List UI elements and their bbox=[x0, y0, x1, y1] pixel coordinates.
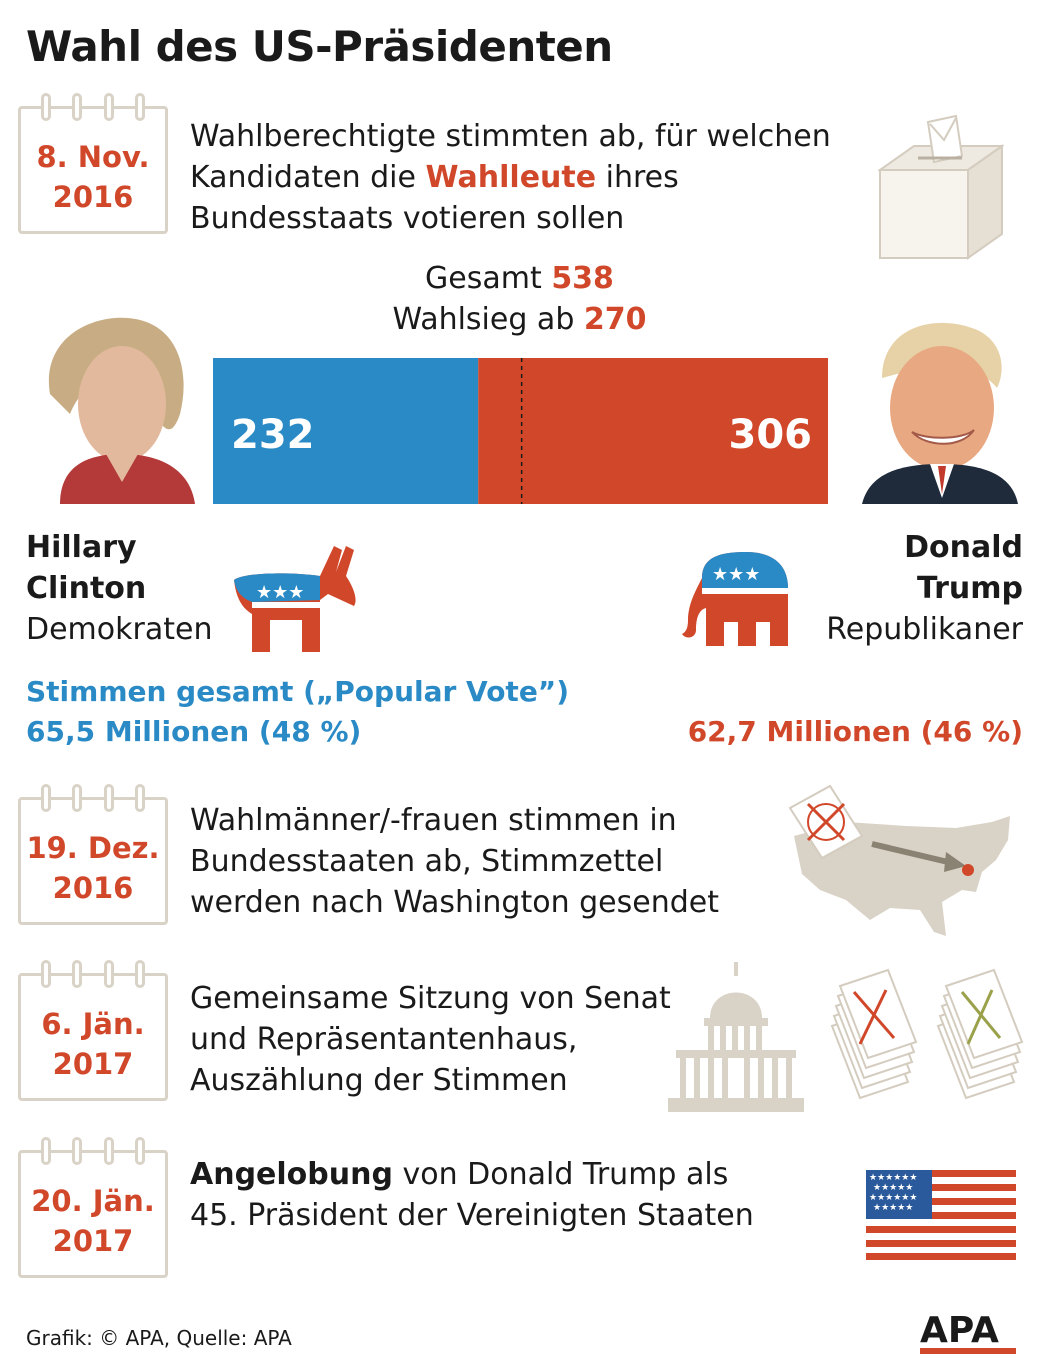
date-line2: 2016 bbox=[52, 180, 134, 214]
svg-text:★★★: ★★★ bbox=[712, 564, 760, 585]
date-line1: 8. Nov. bbox=[36, 140, 150, 174]
us-flag-icon: ★★★★★★★★★★★ ★★★★★★★★★★★ bbox=[866, 1170, 1016, 1260]
bar-trump bbox=[478, 358, 828, 504]
clinton-portrait bbox=[20, 304, 210, 504]
calendar-step4: 20. Jän. 2017 bbox=[18, 1137, 168, 1278]
highlight-angelobung: Angelobung bbox=[190, 1157, 393, 1192]
republican-elephant-icon: ★★★ bbox=[682, 552, 788, 646]
popular-vote-trump: 62,7 Millionen (46 %) bbox=[687, 715, 1023, 748]
step3-text: Gemeinsame Sitzung von Senat und Repräse… bbox=[190, 981, 671, 1098]
totals: Gesamt 538 Wahlsieg ab 270 bbox=[392, 261, 647, 337]
calendar-step1: 8. Nov. 2016 bbox=[18, 93, 168, 234]
calendar-step3: 6. Jän. 2017 bbox=[18, 960, 168, 1101]
popular-vote-clinton: Stimmen gesamt („Popular Vote”) 65,5 Mil… bbox=[26, 675, 570, 748]
clinton-info: Hillary Clinton Demokraten bbox=[26, 530, 213, 647]
capitol-ballots-icon bbox=[668, 962, 1024, 1112]
step2-text: Wahlmänner/-frauen stimmen in Bundesstaa… bbox=[190, 803, 719, 920]
bar-clinton bbox=[213, 358, 479, 504]
svg-text:APA: APA bbox=[920, 1310, 999, 1351]
electoral-vote-bar: 232 306 bbox=[213, 358, 828, 504]
trump-info: Donald Trump Republikaner bbox=[826, 530, 1023, 647]
svg-text:★★★: ★★★ bbox=[256, 582, 304, 603]
apa-logo: APA bbox=[920, 1310, 1016, 1354]
page-title: Wahl des US-Präsidenten bbox=[26, 22, 613, 71]
bar-label-clinton: 232 bbox=[231, 412, 315, 458]
highlight-wahlleute: Wahlleute bbox=[425, 160, 597, 195]
trump-portrait bbox=[842, 308, 1024, 504]
step4-text: Angelobung von Donald Trump als 45. Präs… bbox=[190, 1157, 754, 1233]
footer-credit: Grafik: © APA, Quelle: APA bbox=[26, 1326, 292, 1350]
bar-label-trump: 306 bbox=[729, 412, 813, 458]
svg-text:★★★★★★: ★★★★★★ bbox=[869, 1193, 917, 1203]
ballot-box-icon bbox=[878, 114, 1004, 260]
calendar-step2: 19. Dez. 2016 bbox=[18, 784, 168, 925]
step1-text: Wahlberechtigte stimmten ab, für welchen… bbox=[190, 119, 831, 236]
svg-text:★★★★★: ★★★★★ bbox=[873, 1183, 913, 1193]
democrat-donkey-icon: ★★★ bbox=[234, 546, 356, 652]
svg-text:★★★★★: ★★★★★ bbox=[873, 1203, 913, 1213]
svg-text:★★★★★★: ★★★★★★ bbox=[869, 1173, 917, 1183]
us-map-ballot-icon bbox=[788, 784, 1010, 936]
